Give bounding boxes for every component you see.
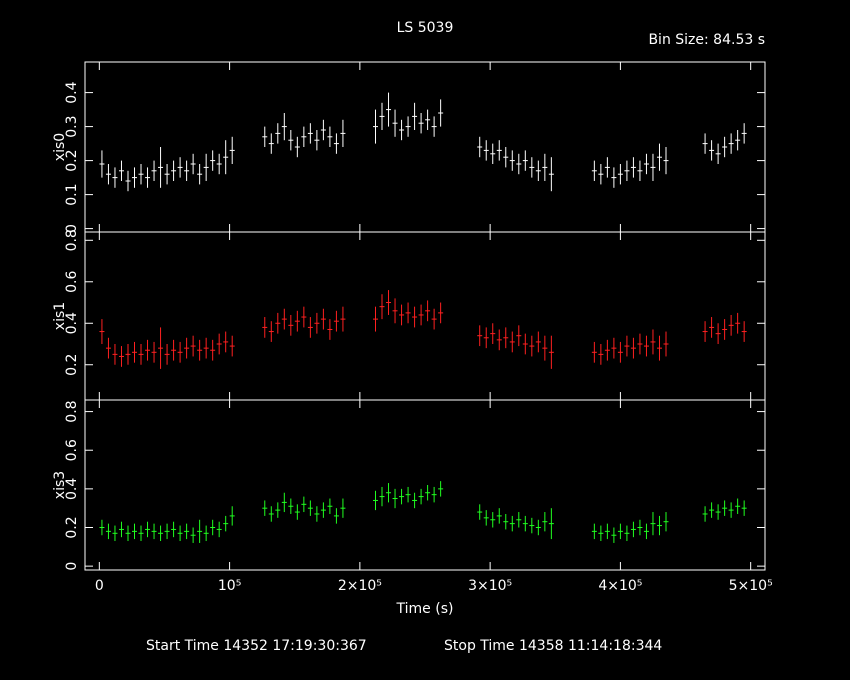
x-tick-label: 0 [95,578,104,594]
chart-title: LS 5039 [397,20,454,36]
x-tick-label: 3×10⁵ [468,578,512,594]
y-axis-label: xis0 [52,133,68,161]
y-tick-label: 0 [64,562,80,571]
x-tick-label: 2×10⁵ [338,578,382,594]
plot-frame [84,399,766,571]
y-tick-label: 0.1 [64,183,80,205]
bin-size: Bin Size: 84.53 s [648,32,765,48]
x-tick-label: 4×10⁵ [598,578,642,594]
start-time: Start Time 14352 17:19:30:367 [146,638,367,654]
y-tick-label: 0.6 [64,271,80,293]
y-tick-label: 0.4 [64,312,80,334]
y-tick-label: 0 [64,224,80,233]
y-tick-label: 0.8 [64,229,80,251]
y-tick-label: 0.6 [64,439,80,461]
y-tick-label: 0.4 [64,81,80,103]
y-axis-label: xis1 [52,302,68,330]
y-tick-label: 0.2 [64,354,80,376]
y-tick-label: 0.2 [64,516,80,538]
stop-time: Stop Time 14358 11:14:18:344 [444,638,662,654]
x-tick-label: 5×10⁵ [729,578,773,594]
y-tick-label: 0.2 [64,149,80,171]
y-tick-label: 0.3 [64,115,80,137]
x-tick-label: 10⁵ [218,578,241,594]
y-axis-label: xis3 [52,471,68,499]
y-tick-label: 0.4 [64,478,80,500]
x-axis-label: Time (s) [396,601,454,617]
y-tick-label: 0.8 [64,400,80,422]
